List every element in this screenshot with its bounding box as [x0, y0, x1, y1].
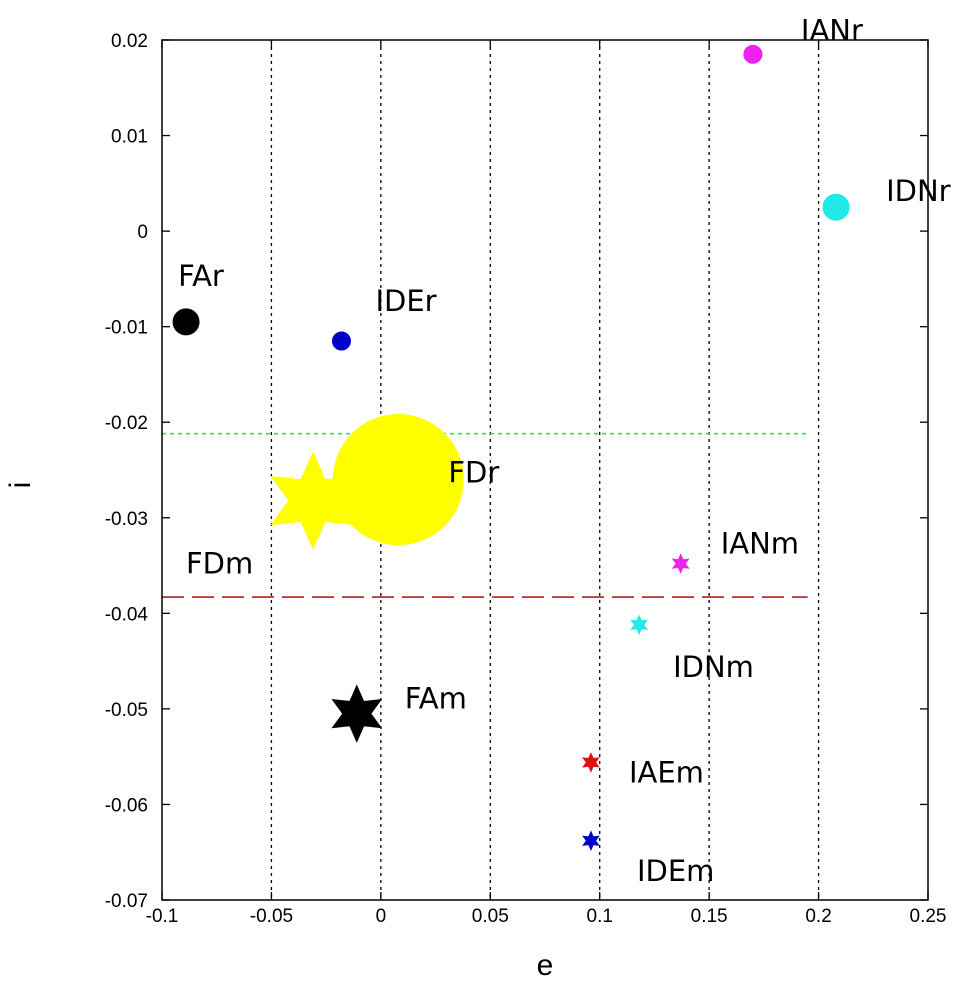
point-label-idnm: IDNm: [673, 650, 754, 684]
y-axis-title: i: [4, 482, 37, 489]
marker-ianr: [743, 44, 763, 64]
y-tick-label: -0.02: [105, 413, 148, 434]
x-tick-label: 0.1: [587, 906, 613, 927]
marker-ider: [331, 331, 351, 351]
y-tick-label: -0.01: [105, 318, 148, 339]
y-tick-label: -0.04: [105, 604, 149, 625]
marker-ianm: [671, 553, 690, 574]
x-tick-label: 0.2: [805, 906, 831, 927]
marker-idnr: [822, 193, 850, 221]
point-label-ianr: IANr: [801, 13, 863, 47]
point-label-ianm: IANm: [721, 527, 799, 561]
axis-ticks: -0.1 -0.05 0 0.05 0.1 0.15 0.2 0.25 0.02 0.01 0 -0.…: [105, 31, 947, 927]
marker-fdm: [270, 451, 356, 550]
x-tick-label: -0.05: [250, 906, 293, 927]
x-tick-label: 0.25: [910, 906, 947, 927]
x-tick-label: 0: [376, 906, 387, 927]
point-label-far: FAr: [178, 259, 224, 293]
marker-idnm: [630, 614, 648, 636]
point-label-ider: IDEr: [375, 284, 436, 318]
marker-far: [172, 308, 200, 336]
marker-fam: [331, 684, 383, 743]
point-label-fam: FAm: [405, 682, 467, 716]
y-tick-label: -0.03: [105, 509, 148, 530]
y-tick-label: 0: [137, 222, 148, 243]
y-tick-label: -0.07: [105, 891, 148, 912]
plot-area-frame: [161, 39, 929, 901]
y-tick-label: 0.01: [111, 127, 148, 148]
reference-lines: [162, 432, 808, 598]
point-label-fdm: FDm: [186, 547, 253, 581]
y-tick-label: -0.05: [105, 700, 148, 721]
point-label-idnr: IDNr: [886, 174, 951, 208]
marker-iaem: [582, 752, 600, 773]
x-axis-title: e: [537, 949, 554, 982]
marker-idem: [582, 830, 600, 852]
point-label-idem: IDEm: [637, 854, 714, 888]
point-label-fdr: FDr: [448, 456, 499, 490]
x-tick-label: 0.15: [691, 906, 728, 927]
point-labels: IANr IDNr FAr IDEr FDr FDm IANm IDNm FAm IAEm IDEm: [178, 13, 951, 887]
data-markers: [172, 44, 850, 852]
x-tick-label: -0.1: [146, 906, 179, 927]
y-tick-label: 0.02: [111, 31, 148, 52]
point-label-iaem: IAEm: [629, 755, 704, 789]
y-tick-label: -0.06: [105, 795, 148, 816]
x-tick-label: 0.05: [472, 906, 509, 927]
